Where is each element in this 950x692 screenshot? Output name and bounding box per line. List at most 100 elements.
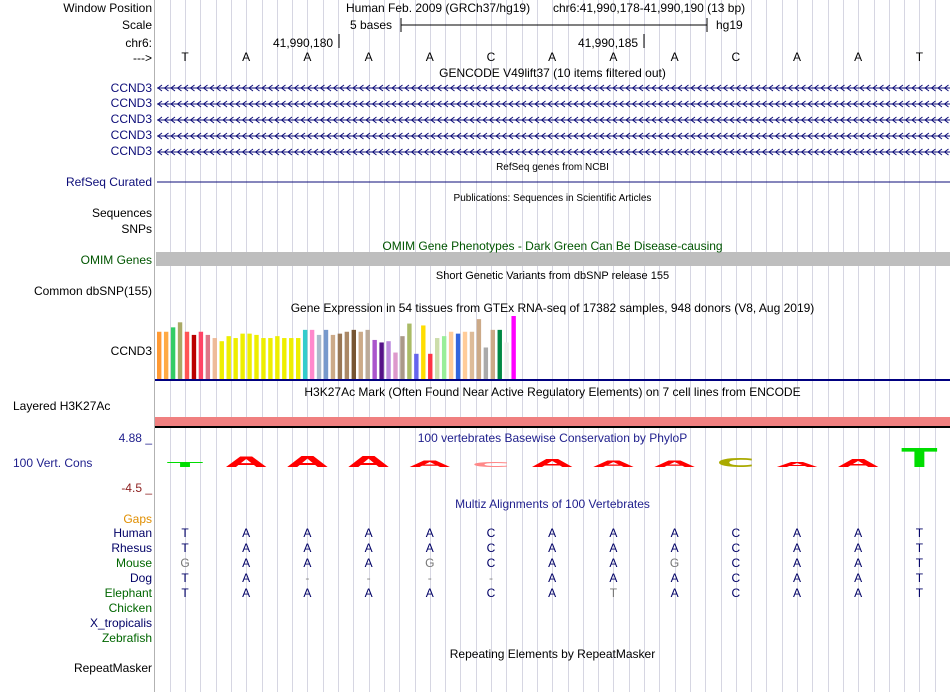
gtex-tissue-bar[interactable] [414,353,419,379]
gtex-tissue-bar[interactable] [365,329,370,379]
gencode-transcript[interactable] [157,116,950,124]
gtex-tissue-bar[interactable] [289,338,294,379]
gencode-transcript[interactable] [157,84,950,92]
gtex-tissue-bar[interactable] [393,352,398,379]
publications-track-title[interactable]: Publications: Sequences in Scientific Ar… [453,193,652,204]
species-label[interactable]: Rhesus [111,541,152,555]
strand-chevron [683,84,689,92]
gtex-tissue-bar[interactable] [268,338,273,379]
gtex-tissue-bar[interactable] [330,334,336,379]
gtex-tissue-bar[interactable] [476,319,482,379]
species-label[interactable]: Mouse [115,556,152,570]
omim-track-label[interactable]: OMIM Genes [80,253,152,267]
gtex-tissue-bar[interactable] [282,338,287,379]
gtex-tissue-bar[interactable] [379,342,384,379]
gtex-tissue-bar[interactable] [309,329,315,379]
dbsnp-track-title[interactable]: Short Genetic Variants from dbSNP releas… [435,270,670,282]
gencode-item-label[interactable]: CCND3 [110,128,152,142]
species-label[interactable]: Elephant [104,586,152,600]
gtex-tissue-bar[interactable] [483,347,489,380]
gtex-tissue-bar[interactable] [240,333,245,379]
gtex-tissue-bar[interactable] [455,333,461,379]
gtex-tissue-bar[interactable] [386,341,391,379]
gtex-tissue-bar[interactable] [233,338,238,379]
gtex-tissue-bar[interactable] [302,329,308,379]
h3k27ac-track-label[interactable]: Layered H3K27Ac [13,399,111,413]
gencode-transcript[interactable] [157,148,950,156]
gencode-transcript[interactable] [157,132,950,140]
reference-base: C [486,50,496,64]
gtex-tissue-bar[interactable] [462,331,468,379]
gencode-item-label[interactable]: CCND3 [110,81,152,95]
gtex-track-title[interactable]: Gene Expression in 54 tissues from GTEx … [290,301,815,315]
species-label[interactable]: X_tropicalis [89,616,152,630]
gtex-tissue-bar[interactable] [421,325,426,379]
gtex-tissue-bar[interactable] [407,323,412,379]
gtex-tissue-bar[interactable] [323,329,329,379]
gtex-tissue-bar[interactable] [157,331,162,379]
track-data-panel[interactable]: Human Feb. 2009 (GRCh37/hg19) chr6:41,99… [155,0,950,692]
repeatmasker-track-label[interactable]: RepeatMasker [73,661,152,675]
gtex-tissue-bar[interactable] [261,338,266,379]
refseq-track-label[interactable]: RefSeq Curated [65,175,152,189]
strand-chevron [248,116,254,124]
gtex-tissue-bar[interactable] [441,336,447,379]
multiz-gaps-label[interactable]: Gaps [123,512,152,526]
gtex-tissue-bar[interactable] [254,334,259,379]
gtex-tissue-bar[interactable] [247,333,252,379]
refseq-track-title[interactable]: RefSeq genes from NCBI [496,162,609,173]
gtex-tissue-bar[interactable] [497,329,502,379]
species-label[interactable]: Zebrafish [101,631,152,645]
species-label[interactable]: Human [113,526,152,540]
gtex-tissue-bar[interactable] [163,331,169,379]
species-label[interactable]: Chicken [108,601,152,615]
multiz-track-title[interactable]: Multiz Alignments of 100 Vertebrates [455,497,650,511]
phylop-track-label[interactable]: 100 Vert. Cons [13,456,93,470]
publications-sequences-label[interactable]: Sequences [91,206,152,220]
strand-chevron [397,116,403,124]
gtex-tissue-bar[interactable] [358,331,363,379]
gtex-tissue-bar[interactable] [344,331,350,379]
gtex-tissue-bar[interactable] [212,338,217,379]
gencode-item-label[interactable]: CCND3 [110,96,152,110]
gencode-item-label[interactable]: CCND3 [110,144,152,158]
gtex-tissue-bar[interactable] [226,336,231,379]
gtex-track-label[interactable]: CCND3 [110,344,152,358]
gtex-tissue-bar[interactable] [469,331,475,379]
strand-chevron [865,116,871,124]
gtex-tissue-bar[interactable] [435,338,440,379]
gtex-tissue-bar[interactable] [184,331,190,379]
gtex-tissue-bar[interactable] [275,336,280,379]
dbsnp-track-label[interactable]: Common dbSNP(155) [33,284,152,298]
gtex-tissue-bar[interactable] [428,353,433,379]
gtex-tissue-bar[interactable] [511,316,516,379]
gtex-tissue-bar[interactable] [198,331,204,379]
gencode-item-label[interactable]: CCND3 [110,112,152,126]
gtex-tissue-bar[interactable] [351,329,356,379]
gtex-tissue-bar[interactable] [296,338,301,379]
gtex-tissue-bar[interactable] [490,329,495,379]
publications-snps-label[interactable]: SNPs [121,222,152,236]
gencode-transcript[interactable] [157,100,950,108]
gtex-tissue-bar[interactable] [372,339,377,379]
gencode-track-title[interactable]: GENCODE V49lift37 (10 items filtered out… [439,66,666,80]
gtex-tissue-bar[interactable] [219,341,224,379]
gtex-tissue-bar[interactable] [177,322,183,379]
gtex-tissue-bar[interactable] [170,327,176,379]
repeatmasker-track-title[interactable]: Repeating Elements by RepeatMasker [449,647,656,661]
gtex-tissue-bar[interactable] [504,342,509,379]
gtex-tissue-bar[interactable] [191,334,197,379]
gtex-tissue-bar[interactable] [205,334,211,379]
phylop-track-title[interactable]: 100 vertebrates Basewise Conservation by… [417,431,688,445]
species-label[interactable]: Dog [129,571,152,585]
h3k27ac-track-title[interactable]: H3K27Ac Mark (Often Found Near Active Re… [304,385,801,399]
strand-chevron [313,100,319,108]
gtex-tissue-bar[interactable] [316,334,322,379]
omim-track-title[interactable]: OMIM Gene Phenotypes - Dark Green Can Be… [382,239,723,253]
strand-chevron [391,116,397,124]
grid-line [888,0,890,692]
gtex-tissue-bar[interactable] [400,336,405,379]
gtex-tissue-bar[interactable] [448,331,454,379]
gtex-tissue-bar[interactable] [337,333,343,379]
